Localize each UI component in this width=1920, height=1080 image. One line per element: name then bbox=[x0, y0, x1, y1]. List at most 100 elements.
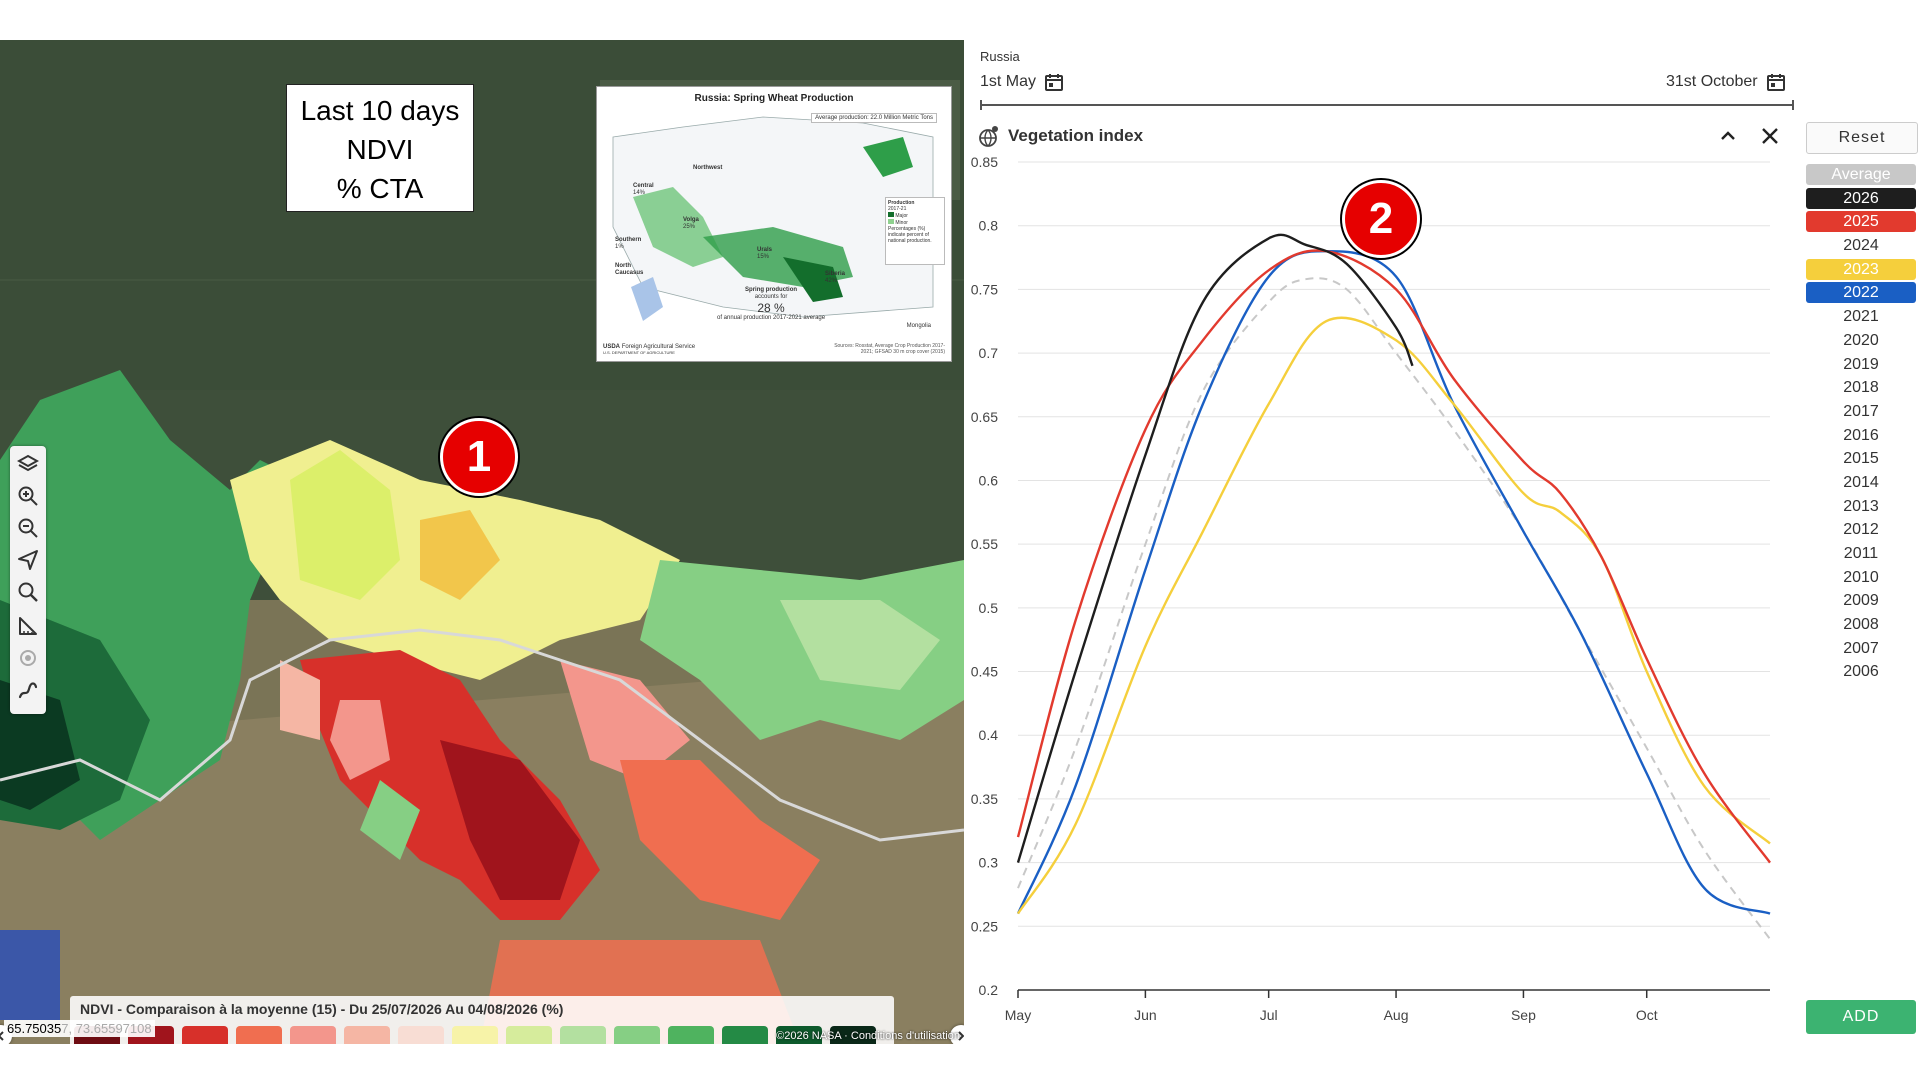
series-line-2023 bbox=[1016, 316, 1771, 915]
legend-class: -20/-10 bbox=[182, 1026, 228, 1044]
year-toggle[interactable]: 2018 bbox=[1843, 379, 1879, 397]
year-toggle[interactable]: 2019 bbox=[1843, 355, 1879, 373]
legend-class: 10/20 bbox=[722, 1026, 768, 1044]
x-tick-label: Oct bbox=[1636, 1007, 1658, 1023]
x-tick-label: May bbox=[1005, 1007, 1031, 1023]
year-toggle[interactable]: 2009 bbox=[1843, 592, 1879, 610]
layers-icon[interactable] bbox=[16, 452, 40, 476]
x-tick-label: Jun bbox=[1134, 1007, 1157, 1023]
series-line-2026 bbox=[1016, 233, 1414, 863]
chevron-up-icon[interactable] bbox=[1716, 124, 1740, 148]
inset-agency: USDA Foreign Agricultural Service U.S. DE… bbox=[603, 344, 696, 355]
legend-swatch bbox=[182, 1026, 228, 1044]
y-tick-label: 0.5 bbox=[979, 600, 999, 616]
inset-region-label: Southern 1% bbox=[615, 237, 642, 250]
legend-class: 7.00/10 bbox=[668, 1026, 714, 1044]
year-toggle[interactable]: 2013 bbox=[1843, 497, 1879, 515]
inset-region-label: Siberia 42% bbox=[825, 271, 846, 284]
zoom-in-icon[interactable] bbox=[16, 484, 40, 508]
year-toggle[interactable]: 2006 bbox=[1843, 663, 1879, 681]
zoom-out-icon[interactable] bbox=[16, 516, 40, 540]
inset-source: Sources: Rosstat, Average Crop Productio… bbox=[834, 343, 945, 355]
legend-class: 1.00/3.00 bbox=[506, 1026, 552, 1044]
legend-swatch bbox=[830, 1026, 876, 1044]
expand-right-button[interactable] bbox=[950, 1025, 964, 1044]
legend-swatch bbox=[722, 1026, 768, 1044]
date-range-slider[interactable] bbox=[980, 100, 1794, 110]
legend-swatch bbox=[398, 1026, 444, 1044]
legend-class: 20/30 bbox=[776, 1026, 822, 1044]
year-toggle[interactable]: Average bbox=[1806, 164, 1916, 185]
map-title-box: Last 10 days NDVI % CTA bbox=[286, 84, 474, 212]
legend-swatch bbox=[344, 1026, 390, 1044]
reset-button[interactable]: Reset bbox=[1806, 122, 1918, 154]
x-tick-label: Aug bbox=[1384, 1007, 1409, 1023]
measure-icon[interactable] bbox=[16, 614, 40, 638]
inset-legend: Production 2017-21 Major Minor Percentag… bbox=[885, 197, 945, 265]
legend-class: > 30 bbox=[830, 1026, 876, 1044]
legend-class: 3.00/5.00 bbox=[560, 1026, 606, 1044]
map-view[interactable]: Last 10 days NDVI % CTA Russia: Spring W… bbox=[0, 40, 964, 1044]
annotation-marker-1: 1 bbox=[440, 418, 518, 496]
start-date-picker[interactable]: 1st May bbox=[980, 72, 1064, 92]
y-tick-label: 0.7 bbox=[979, 345, 999, 361]
end-date-value: 31st October bbox=[1666, 73, 1758, 90]
legend-class: -10/-7.00 bbox=[236, 1026, 282, 1044]
year-toggle[interactable]: 2023 bbox=[1806, 258, 1916, 280]
legend-swatch bbox=[506, 1026, 552, 1044]
y-tick-label: 0.2 bbox=[979, 982, 999, 998]
legend-swatch bbox=[614, 1026, 660, 1044]
navigate-icon[interactable] bbox=[16, 548, 40, 572]
y-tick-label: 0.4 bbox=[979, 727, 999, 743]
inset-region-label: Urals 15% bbox=[757, 247, 773, 260]
locate-icon[interactable] bbox=[16, 646, 40, 670]
add-button[interactable]: ADD bbox=[1806, 1000, 1916, 1034]
year-toggle[interactable]: 2024 bbox=[1843, 237, 1879, 255]
year-toggle[interactable]: 2012 bbox=[1843, 521, 1879, 539]
series-line-2022 bbox=[1016, 249, 1771, 915]
search-icon[interactable] bbox=[16, 580, 40, 604]
chevron-left-icon bbox=[0, 1031, 4, 1041]
y-tick-label: 0.45 bbox=[971, 664, 998, 680]
inset-region-label: Volga 25% bbox=[683, 217, 699, 230]
close-icon[interactable] bbox=[1758, 124, 1782, 148]
inset-region-label: North Caucasus bbox=[615, 263, 644, 276]
year-toggle[interactable]: 2026 bbox=[1806, 187, 1916, 209]
calendar-icon[interactable] bbox=[1766, 72, 1786, 92]
chart-title: Vegetation index bbox=[1008, 126, 1144, 145]
start-date-value: 1st May bbox=[980, 73, 1037, 90]
year-toggle[interactable]: 2010 bbox=[1843, 568, 1879, 586]
series-line-average bbox=[1017, 277, 1771, 940]
legend-swatch bbox=[560, 1026, 606, 1044]
year-selector-list: Average 2026 2025 2024 2023 2022 2021 2020 2019 2… bbox=[1806, 164, 1916, 685]
year-toggle[interactable]: 2007 bbox=[1843, 639, 1879, 657]
map-attribution[interactable]: ©2026 NASA · Conditions d'utilisation bbox=[776, 1030, 960, 1042]
y-tick-label: 0.8 bbox=[979, 218, 999, 234]
end-date-picker[interactable]: 31st October bbox=[1666, 72, 1786, 92]
map-title-line: % CTA bbox=[336, 173, 424, 204]
x-tick-label: Sep bbox=[1511, 1007, 1536, 1023]
legend-swatch bbox=[452, 1026, 498, 1044]
year-toggle[interactable]: 2016 bbox=[1843, 426, 1879, 444]
legend-swatches: < -30-30/-20-20/-10-10/-7.00-7.00/-5...-… bbox=[74, 1026, 890, 1044]
series-line-2025 bbox=[1016, 249, 1771, 864]
year-toggle[interactable]: 2011 bbox=[1843, 545, 1879, 562]
year-toggle[interactable]: 2021 bbox=[1843, 308, 1879, 326]
legend-class: -7.00/-5... bbox=[290, 1026, 336, 1044]
annotation-marker-2: 2 bbox=[1342, 180, 1420, 258]
year-toggle[interactable]: 2015 bbox=[1843, 450, 1879, 468]
calendar-icon[interactable] bbox=[1044, 72, 1064, 92]
year-toggle[interactable]: 2008 bbox=[1843, 616, 1879, 634]
year-toggle[interactable]: 2022 bbox=[1806, 282, 1916, 304]
year-toggle[interactable]: 2025 bbox=[1806, 211, 1916, 233]
spring-wheat-inset-map: Russia: Spring Wheat Production Average … bbox=[596, 86, 952, 362]
y-tick-label: 0.85 bbox=[971, 154, 998, 170]
y-tick-label: 0.65 bbox=[971, 409, 998, 425]
year-toggle[interactable]: 2014 bbox=[1843, 473, 1879, 491]
map-toolbar bbox=[10, 446, 46, 714]
year-toggle[interactable]: 2017 bbox=[1843, 402, 1879, 420]
year-toggle[interactable]: 2020 bbox=[1843, 331, 1879, 349]
region-label: Russia bbox=[980, 49, 1020, 64]
inset-title: Russia: Spring Wheat Production bbox=[694, 93, 854, 104]
draw-icon[interactable] bbox=[16, 678, 40, 702]
